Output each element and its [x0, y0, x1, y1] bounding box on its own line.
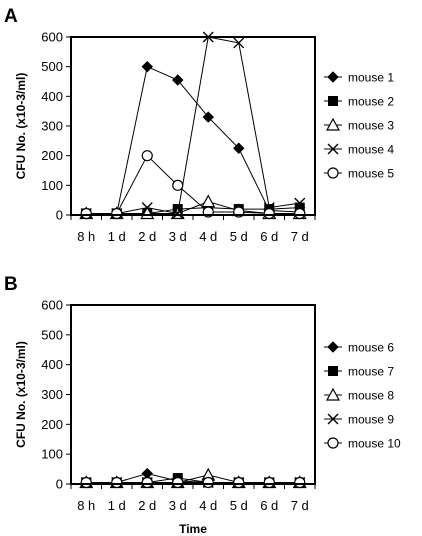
legend-marker	[327, 143, 339, 155]
data-point	[233, 476, 245, 489]
legend-label: mouse 7	[348, 365, 394, 379]
y-tick-label: 400	[41, 357, 63, 372]
legend-marker	[327, 413, 339, 425]
y-tick-label: 500	[41, 59, 63, 74]
legend-entry: mouse 9	[324, 413, 394, 427]
legend-label: mouse 5	[348, 167, 394, 181]
data-point	[294, 197, 306, 209]
data-point	[202, 476, 214, 489]
x-tick-label: 6 d	[260, 229, 278, 244]
legend-marker	[328, 366, 338, 376]
data-point	[172, 208, 184, 220]
legend-entry: mouse 8	[324, 387, 394, 403]
y-tick-label: 600	[41, 30, 63, 45]
y-tick-label: 100	[41, 178, 63, 193]
plot-frame	[70, 36, 316, 216]
x-tick-label: 3 d	[169, 229, 187, 244]
x-tick-label: 7 d	[291, 498, 309, 513]
x-tick-label: 2 d	[138, 498, 156, 513]
data-point	[233, 142, 245, 154]
y-tick-label: 200	[41, 417, 63, 432]
legend-marker	[325, 387, 341, 401]
y-tick-label: 300	[41, 119, 63, 134]
y-tick-label: 200	[41, 148, 63, 163]
data-point	[80, 476, 92, 489]
x-tick-label: 6 d	[260, 498, 278, 513]
data-point	[80, 207, 92, 220]
legend-entry: mouse 1	[324, 71, 394, 85]
legend-marker	[327, 341, 339, 353]
data-point	[141, 476, 153, 489]
y-tick-label: 0	[56, 208, 63, 223]
y-tick-label: 300	[41, 387, 63, 402]
x-tick-label: 1 d	[108, 498, 126, 513]
legend-marker	[327, 71, 339, 83]
data-point	[294, 476, 306, 489]
legend-label: mouse 4	[348, 143, 394, 157]
legend-entry: mouse 6	[324, 341, 394, 355]
x-tick-label: 5 d	[230, 229, 248, 244]
data-point	[111, 476, 123, 489]
data-point	[263, 207, 275, 220]
legend-entry: mouse 7	[324, 365, 394, 379]
legend-entry: mouse 10	[324, 437, 401, 451]
y-tick-label: 100	[41, 447, 63, 462]
legend-marker	[327, 167, 339, 179]
data-point	[141, 150, 153, 162]
legend-marker	[328, 96, 338, 106]
data-point	[141, 60, 153, 73]
legend-marker	[327, 437, 339, 449]
plot-frame	[70, 304, 316, 485]
series-mouse-10	[80, 476, 306, 489]
y-tick-label: 400	[41, 89, 63, 104]
chart-panel-b: B 0 100 200 300 400 500 600 8 h 1 d 2 d 3 d 4 d 5 d 6 …	[4, 274, 401, 536]
legend-label: mouse 2	[348, 95, 394, 109]
y-tick-label: 600	[41, 298, 63, 313]
x-tick-label: 5 d	[230, 498, 248, 513]
legend-label: mouse 3	[348, 119, 394, 133]
legend-label: mouse 1	[348, 71, 394, 85]
series-line	[86, 65, 300, 215]
data-point	[172, 476, 184, 489]
data-point	[233, 37, 245, 49]
legend-entry: mouse 2	[324, 95, 394, 109]
data-point	[141, 202, 153, 214]
legend-entry: mouse 3	[324, 117, 394, 133]
legend-entry: mouse 5	[324, 167, 394, 181]
y-axis-title: CFU No. (x10-3/ml)	[14, 73, 28, 180]
chart-panel-a: A 0 100 200 300 400 500 600 8 h 1 d 2 d 3 d 4 d 5 d 6 …	[4, 6, 394, 244]
data-point	[294, 207, 306, 220]
series-mouse-1	[80, 60, 306, 220]
x-tick-label: 4 d	[199, 229, 217, 244]
data-point	[201, 194, 216, 208]
data-point	[263, 476, 275, 489]
legend-entry: mouse 4	[324, 143, 394, 157]
x-tick-label: 8 h	[77, 229, 95, 244]
y-axis-title: CFU No. (x10-3/ml)	[14, 341, 28, 448]
legend-label: mouse 10	[348, 437, 401, 451]
x-axis-title: Time	[179, 522, 207, 536]
data-point	[172, 179, 184, 191]
panel-letter: B	[4, 274, 18, 295]
data-point	[111, 207, 123, 220]
series-mouse-4	[80, 31, 306, 220]
x-tick-label: 8 h	[77, 498, 95, 513]
x-tick-label: 1 d	[108, 229, 126, 244]
series-line	[86, 36, 300, 215]
x-tick-label: 2 d	[138, 229, 156, 244]
data-point	[172, 74, 184, 86]
x-tick-label: 3 d	[169, 498, 187, 513]
legend-label: mouse 9	[348, 413, 394, 427]
legend-label: mouse 6	[348, 341, 394, 355]
y-tick-label: 0	[56, 477, 63, 492]
x-tick-label: 4 d	[199, 498, 217, 513]
y-tick-label: 500	[41, 327, 63, 342]
data-point	[202, 111, 214, 123]
x-tick-label: 7 d	[291, 229, 309, 244]
panel-letter: A	[4, 6, 18, 27]
legend-marker	[325, 117, 341, 131]
legend-label: mouse 8	[348, 389, 394, 403]
